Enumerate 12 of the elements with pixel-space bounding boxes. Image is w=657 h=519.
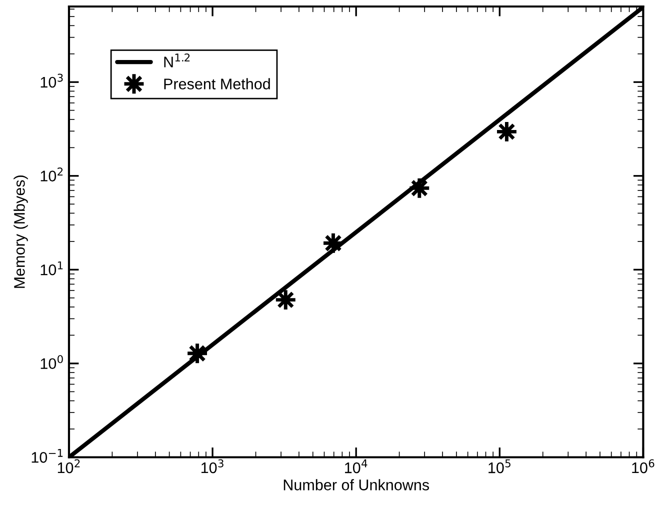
x-tick-label: 10$^{4}$: [345, 459, 368, 474]
x-axis-title: Number of Unknowns: [284, 479, 429, 490]
x-tick-label: 10$^{6}$: [632, 459, 654, 474]
legend-label: N$^{1.2}$: [164, 53, 190, 68]
y-tick-label: 10$^{2}$: [40, 168, 63, 182]
legend-label: Present Method: [164, 78, 270, 90]
y-tick-label: 10$^{3}$: [40, 74, 63, 88]
x-tick-label: 10$^{5}$: [488, 459, 510, 474]
y-axis-title: Memory (Mbyes): [14, 176, 28, 288]
x-tick-label: 10$^{3}$: [201, 459, 224, 474]
y-tick-label: 10$^{1}$: [40, 261, 63, 276]
y-tick-label: 10$^{0}$: [40, 355, 63, 370]
